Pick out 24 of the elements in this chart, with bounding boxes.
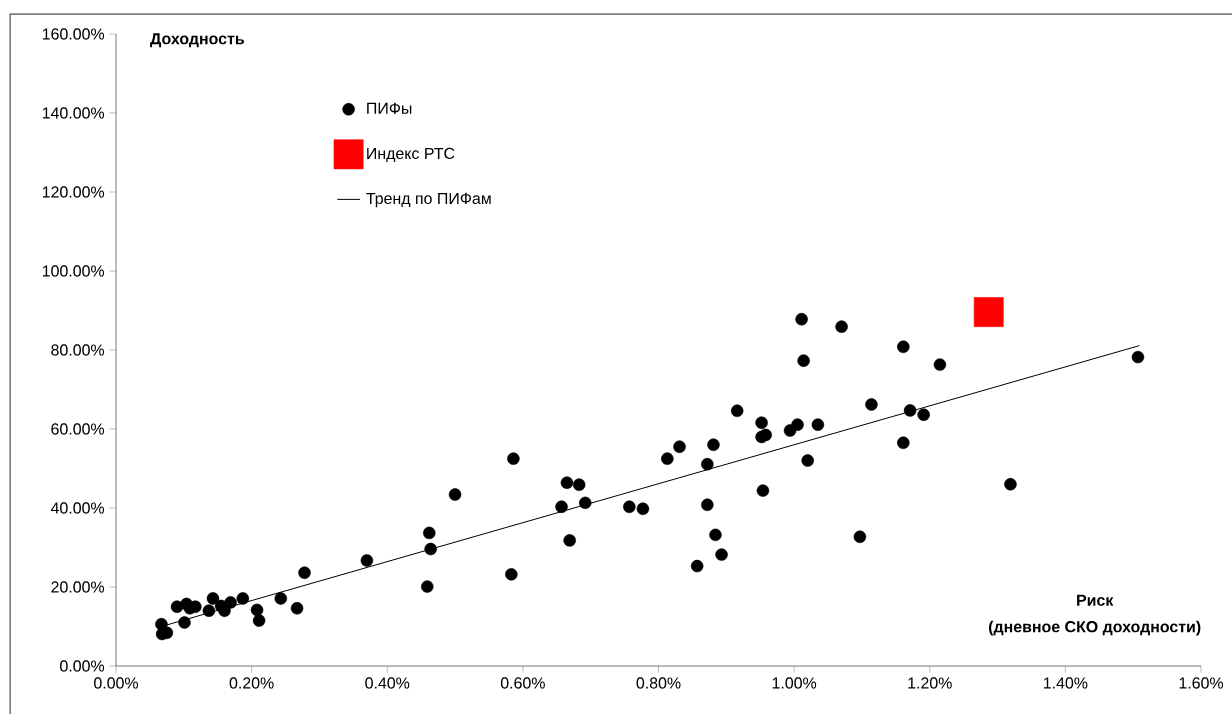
legend-label: ПИФы	[367, 102, 412, 114]
x-tick-label: 0.20%	[229, 677, 274, 689]
x-tick-label: 0.00%	[94, 677, 139, 689]
x-tick-label: 0.60%	[500, 677, 545, 689]
x-tick-label: 0.40%	[365, 677, 410, 689]
y-tick-label: 60.00%	[51, 423, 105, 435]
x-tick-label: 1.40%	[1043, 677, 1088, 689]
y-tick-label: 0.00%	[60, 660, 105, 672]
legend-label: Индекс РТС	[367, 147, 455, 163]
y-tick-label: 140.00%	[42, 107, 105, 119]
y-tick-label: 120.00%	[42, 186, 105, 198]
x-tick-label: 1.00%	[772, 677, 817, 689]
y-tick-label: 80.00%	[51, 344, 105, 356]
legend-label: Тренд по ПИФам	[366, 192, 491, 208]
y-tick-label: 40.00%	[50, 502, 105, 514]
x-tick-label: 1.20%	[908, 677, 952, 689]
x-tick-label: 0.80%	[636, 677, 681, 689]
annotation: (дневное СКО доходности)	[988, 620, 1201, 636]
y-tick-label: 160.00%	[42, 28, 105, 40]
x-tick-label: 1.60%	[1179, 677, 1224, 689]
y-axis-title: Доходность	[150, 33, 244, 48]
y-tick-label: 20.00%	[51, 581, 105, 593]
x-axis-title: Риск	[1077, 594, 1114, 606]
y-tick-label: 100.00%	[42, 265, 105, 277]
